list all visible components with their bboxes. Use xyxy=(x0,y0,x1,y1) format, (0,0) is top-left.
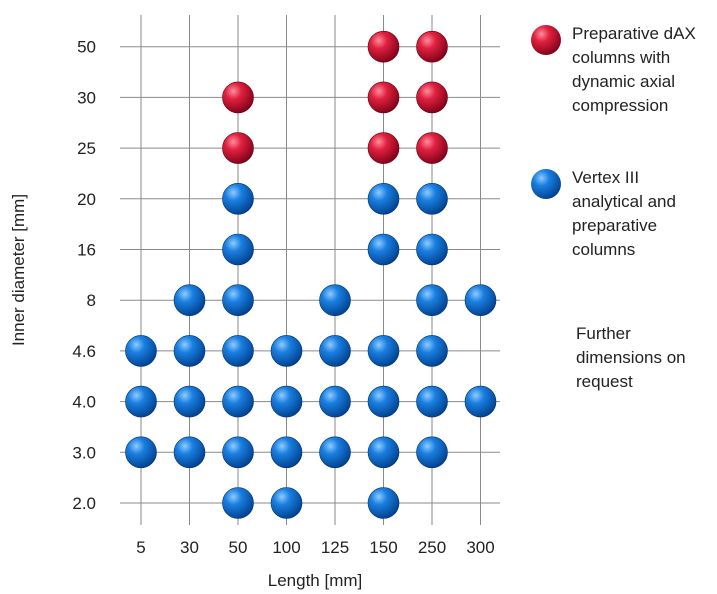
legend-label-dax: Preparative dAX columns with dynamic axi… xyxy=(572,24,696,115)
data-point-vertex xyxy=(416,284,448,317)
data-point-vertex xyxy=(416,335,448,367)
data-point-vertex xyxy=(125,385,157,418)
data-point-vertex xyxy=(464,385,497,418)
data-point-vertex xyxy=(416,385,448,418)
data-point-vertex xyxy=(367,183,400,215)
data-point-vertex xyxy=(367,233,400,266)
y-tick-label: 2.0 xyxy=(72,494,96,513)
data-point-vertex xyxy=(222,284,254,317)
legend-marker-red xyxy=(531,25,561,55)
data-point-vertex xyxy=(270,335,303,367)
legend-label-vertex: Vertex III analytical and preparative co… xyxy=(572,168,676,259)
y-tick-label: 16 xyxy=(77,241,96,260)
y-tick-label: 3.0 xyxy=(72,443,96,462)
y-tick-label: 8 xyxy=(87,291,96,310)
y-tick-label: 4.0 xyxy=(72,393,96,412)
data-point-vertex xyxy=(173,436,206,469)
data-point-vertex xyxy=(173,284,206,317)
data-point-vertex xyxy=(319,385,351,418)
y-tick-label: 50 xyxy=(77,38,96,57)
x-axis-title: Length [mm] xyxy=(268,571,363,590)
data-point-vertex xyxy=(319,436,351,469)
data-point-vertex xyxy=(222,487,254,519)
data-point-vertex xyxy=(367,487,400,519)
data-point-dax xyxy=(222,132,254,164)
x-tick-label: 300 xyxy=(466,538,494,557)
y-tick-label: 20 xyxy=(77,190,96,209)
x-tick-label: 30 xyxy=(180,538,199,557)
data-point-vertex xyxy=(222,233,254,266)
data-point-vertex xyxy=(222,436,254,469)
x-tick-label: 150 xyxy=(369,538,397,557)
data-point-dax xyxy=(416,30,448,63)
y-axis-title: Inner diameter [mm] xyxy=(9,194,28,346)
data-point-vertex xyxy=(173,335,206,367)
data-point-vertex xyxy=(367,385,400,418)
legend-marker-blue xyxy=(531,169,561,199)
data-point-vertex xyxy=(416,183,448,215)
data-point-vertex xyxy=(125,436,157,469)
data-point-vertex xyxy=(367,335,400,367)
data-point-dax xyxy=(367,81,400,114)
data-point-vertex xyxy=(270,487,303,519)
data-point-vertex xyxy=(222,183,254,215)
data-point-vertex xyxy=(416,436,448,469)
data-point-dax xyxy=(222,81,254,114)
data-point-dax xyxy=(416,81,448,114)
data-point-vertex xyxy=(367,436,400,469)
data-points xyxy=(125,30,497,519)
data-point-dax xyxy=(367,30,400,63)
data-point-vertex xyxy=(270,385,303,418)
y-tick-label: 25 xyxy=(77,139,96,158)
data-point-vertex xyxy=(173,385,206,418)
data-point-vertex xyxy=(416,233,448,266)
data-point-vertex xyxy=(270,436,303,469)
data-point-vertex xyxy=(464,284,497,317)
tick-labels: 5 30 50 100 125 150 250 300 2.0 3.0 4.0 4.6 8 16 20 25 3… xyxy=(72,38,494,557)
y-tick-label: 4.6 xyxy=(72,342,96,361)
further-dimensions-note: Further dimensions on request xyxy=(576,324,686,391)
x-tick-label: 5 xyxy=(136,538,145,557)
data-point-vertex xyxy=(222,335,254,367)
data-point-vertex xyxy=(319,335,351,367)
x-tick-label: 125 xyxy=(321,538,349,557)
y-tick-label: 30 xyxy=(77,88,96,107)
data-point-vertex xyxy=(222,385,254,418)
data-point-vertex xyxy=(319,284,351,317)
x-tick-label: 250 xyxy=(418,538,446,557)
data-point-dax xyxy=(367,132,400,164)
x-tick-label: 50 xyxy=(229,538,248,557)
data-point-dax xyxy=(416,132,448,164)
x-tick-label: 100 xyxy=(272,538,300,557)
data-point-vertex xyxy=(125,335,157,367)
